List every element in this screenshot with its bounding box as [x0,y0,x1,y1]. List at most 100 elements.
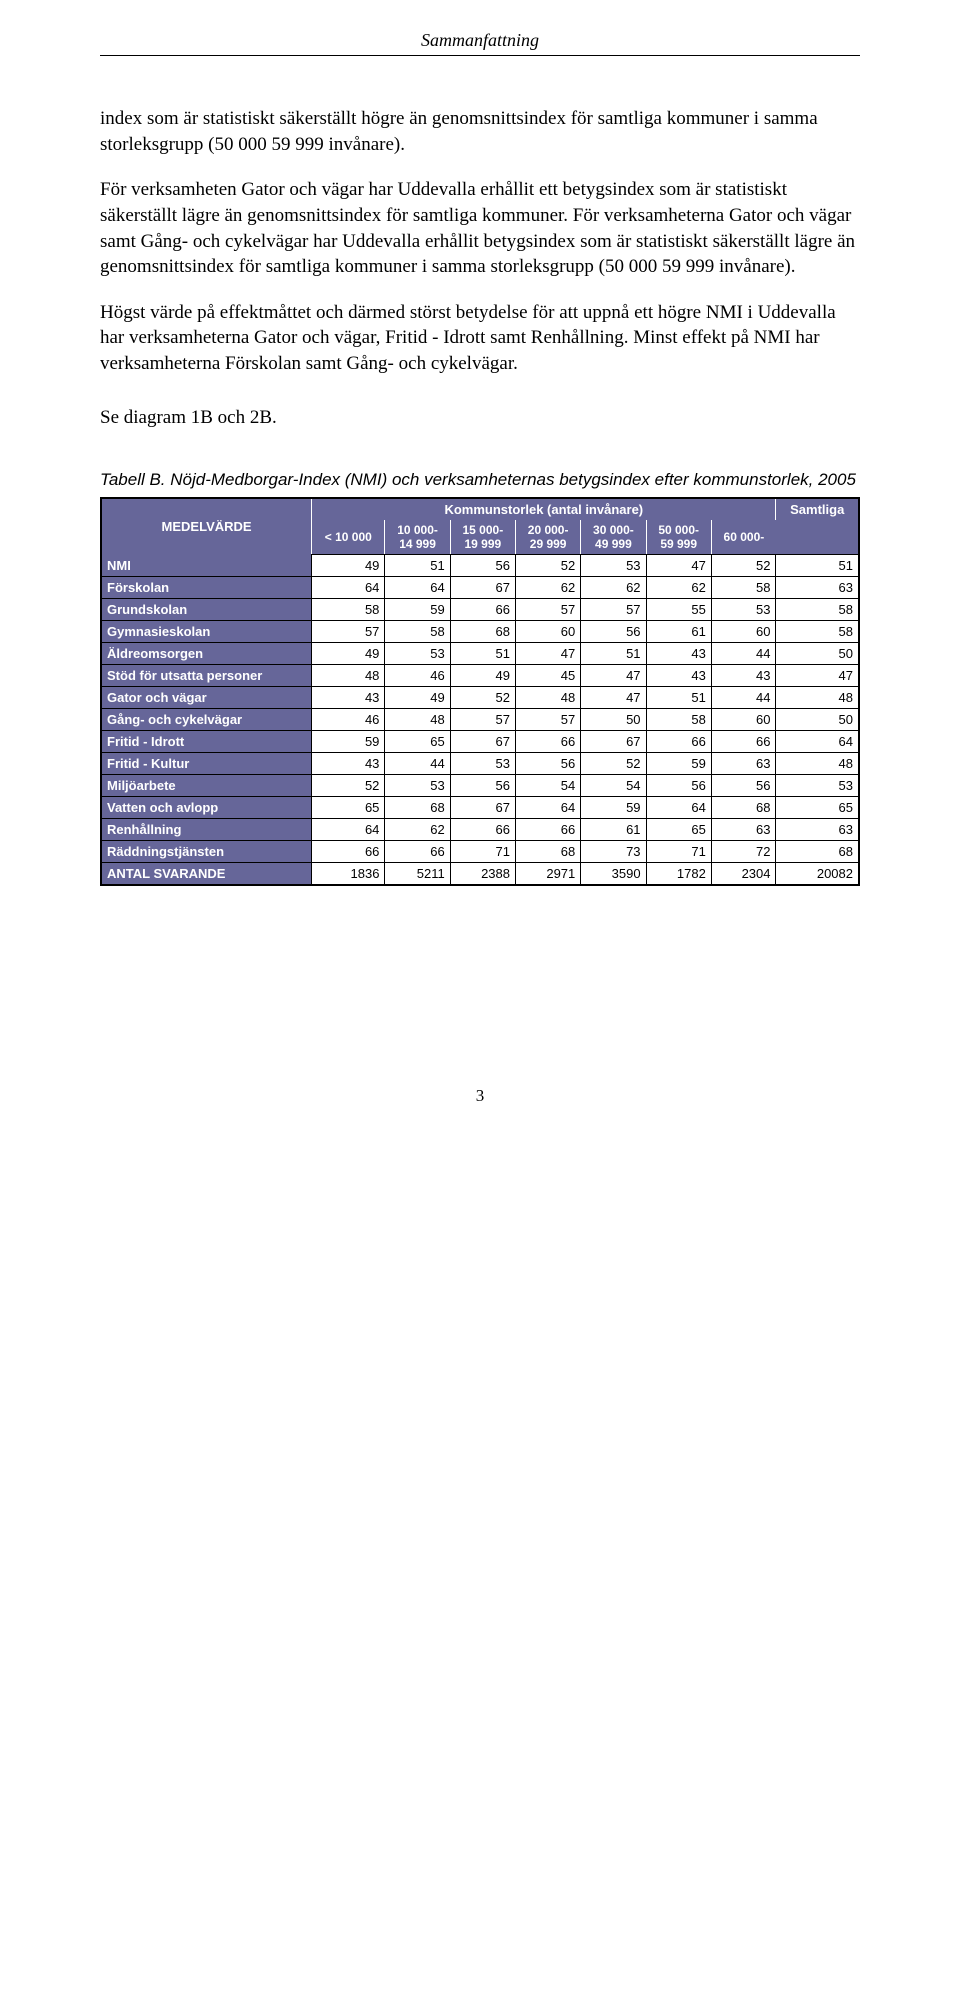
cell-value: 57 [450,708,515,730]
cell-value: 49 [385,686,450,708]
table-row: Gång- och cykelvägar4648575750586050 [101,708,859,730]
cell-value: 64 [385,576,450,598]
table-row: Renhållning6462666661656363 [101,818,859,840]
cell-value: 64 [515,796,580,818]
cell-value: 60 [711,708,776,730]
cell-value: 20082 [776,862,859,885]
row-label: NMI [101,554,312,576]
see-diagram-note: Se diagram 1B och 2B. [100,407,860,429]
cell-value: 59 [581,796,646,818]
cell-value: 63 [711,818,776,840]
cell-value: 66 [711,730,776,752]
row-label: Stöd för utsatta personer [101,664,312,686]
cell-value: 52 [711,554,776,576]
group-header: Kommunstorlek (antal invånare) [312,498,776,520]
samtliga-header: Samtliga [776,498,859,520]
subheader-3: 20 000-29 999 [515,520,580,555]
cell-value: 58 [711,576,776,598]
cell-value: 62 [515,576,580,598]
row-label: Gator och vägar [101,686,312,708]
cell-value: 47 [776,664,859,686]
cell-value: 48 [515,686,580,708]
paragraph-1: index som är statistiskt säkerställt hög… [100,106,860,157]
cell-value: 43 [646,642,711,664]
cell-value: 49 [450,664,515,686]
table-row: Stöd för utsatta personer484649454743434… [101,664,859,686]
cell-value: 66 [450,818,515,840]
table-row: Vatten och avlopp6568676459646865 [101,796,859,818]
cell-value: 67 [581,730,646,752]
cell-value: 45 [515,664,580,686]
cell-value: 52 [515,554,580,576]
cell-value: 57 [515,598,580,620]
table-caption: Tabell B. Nöjd-Medborgar-Index (NMI) och… [100,469,860,491]
cell-value: 68 [450,620,515,642]
cell-value: 59 [385,598,450,620]
cell-value: 63 [776,576,859,598]
cell-value: 65 [646,818,711,840]
cell-value: 55 [646,598,711,620]
cell-value: 3590 [581,862,646,885]
cell-value: 53 [776,774,859,796]
cell-value: 5211 [385,862,450,885]
cell-value: 67 [450,730,515,752]
table-row: Miljöarbete5253565454565653 [101,774,859,796]
body-text: index som är statistiskt säkerställt hög… [100,106,860,377]
cell-value: 43 [711,664,776,686]
cell-value: 63 [711,752,776,774]
cell-value: 66 [450,598,515,620]
cell-value: 44 [711,642,776,664]
cell-value: 66 [515,730,580,752]
cell-value: 48 [776,752,859,774]
cell-value: 52 [312,774,385,796]
cell-value: 63 [776,818,859,840]
cell-value: 56 [646,774,711,796]
cell-value: 48 [385,708,450,730]
table-row: Gator och vägar4349524847514448 [101,686,859,708]
table-row: Fritid - Kultur4344535652596348 [101,752,859,774]
cell-value: 53 [581,554,646,576]
cell-value: 67 [450,796,515,818]
cell-value: 60 [515,620,580,642]
table-header-row-1: MEDELVÄRDE Kommunstorlek (antal invånare… [101,498,859,520]
cell-value: 44 [385,752,450,774]
cell-value: 59 [312,730,385,752]
cell-value: 50 [776,642,859,664]
cell-value: 58 [312,598,385,620]
cell-value: 66 [312,840,385,862]
row-label: Förskolan [101,576,312,598]
row-label: Vatten och avlopp [101,796,312,818]
rowlabel-header: MEDELVÄRDE [101,498,312,555]
table-row: Räddningstjänsten6666716873717268 [101,840,859,862]
cell-value: 49 [312,642,385,664]
cell-value: 68 [515,840,580,862]
cell-value: 71 [646,840,711,862]
cell-value: 53 [450,752,515,774]
cell-value: 57 [581,598,646,620]
table-row: ANTAL SVARANDE18365211238829713590178223… [101,862,859,885]
cell-value: 46 [385,664,450,686]
cell-value: 61 [581,818,646,840]
cell-value: 52 [450,686,515,708]
cell-value: 61 [646,620,711,642]
cell-value: 58 [385,620,450,642]
row-label: Fritid - Idrott [101,730,312,752]
cell-value: 58 [776,620,859,642]
cell-value: 59 [646,752,711,774]
cell-value: 64 [646,796,711,818]
cell-value: 65 [312,796,385,818]
cell-value: 56 [515,752,580,774]
row-label: Gång- och cykelvägar [101,708,312,730]
cell-value: 54 [581,774,646,796]
cell-value: 58 [646,708,711,730]
cell-value: 2304 [711,862,776,885]
subheader-5: 50 000-59 999 [646,520,711,555]
cell-value: 65 [385,730,450,752]
cell-value: 64 [312,576,385,598]
cell-value: 2971 [515,862,580,885]
header-rule [100,55,860,56]
cell-value: 66 [515,818,580,840]
subheader-6: 60 000- [711,520,776,555]
cell-value: 43 [646,664,711,686]
row-label: Räddningstjänsten [101,840,312,862]
